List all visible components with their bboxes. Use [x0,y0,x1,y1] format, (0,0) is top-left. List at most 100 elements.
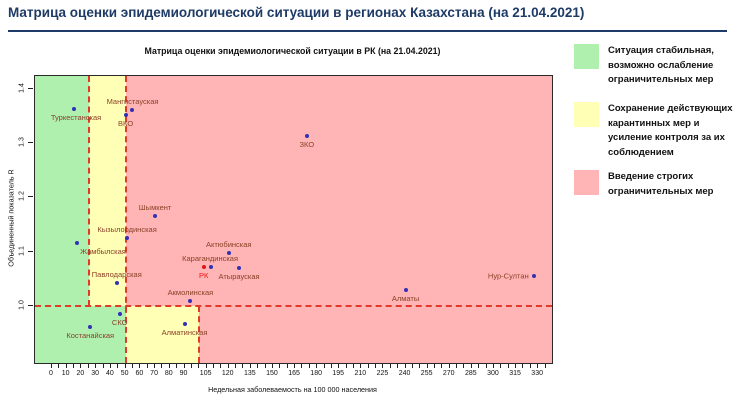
point-label: Атырауская [218,272,260,282]
x-tick [419,364,421,368]
x-tick-label: 10 [61,370,70,377]
x-tick-label: 105 [199,370,212,377]
point-label: Алматинская [161,327,208,337]
data-point [188,299,193,304]
y-tick [28,304,33,306]
x-tick [389,364,391,368]
x-tick [529,364,531,368]
x-tick [286,364,288,368]
x-tick [213,364,214,368]
x-tick [168,364,170,368]
legend-line: Сохранение действующих [608,103,733,114]
data-point [182,321,187,326]
y-tick [28,250,33,252]
data-point [153,214,158,219]
x-tick [515,364,517,368]
x-tick [360,364,362,368]
x-tick [434,364,436,368]
x-tick [235,364,237,368]
x-tick [345,364,347,368]
y-tick [28,87,33,89]
x-tick-label: 195 [332,370,345,377]
data-point [403,288,408,293]
zone-yellow [125,305,200,363]
legend-text-pink: Введение строгих ограничительных мер [608,170,713,199]
y-tick-label: 1.1 [18,245,26,256]
x-tick [227,364,229,368]
x-tick-label: 270 [442,370,455,377]
x-tick [279,364,281,368]
point-label: Павлодарская [91,270,142,280]
x-tick [500,364,502,368]
x-tick-label: 150 [266,370,278,377]
x-axis-label: Недельная заболеваемость на 100 000 насе… [208,385,377,394]
page-title: Матрица оценки эпидемиологической ситуац… [8,5,585,20]
data-point [88,325,93,330]
legend-line: Введение строгих [608,171,694,182]
x-tick [426,364,428,368]
x-tick-label: 255 [420,370,433,377]
zone-boundary-vertical [124,76,127,363]
x-tick [109,364,111,368]
x-tick [537,364,539,368]
legend-line: ограничительных мер [608,185,714,197]
x-tick [249,364,251,368]
x-tick-label: 90 [179,370,188,377]
point-label: Костанайская [66,331,115,341]
x-tick [367,364,369,368]
x-tick [271,364,273,368]
legend: Ситуация стабильная, возможно ослабление… [574,0,740,413]
x-tick [50,364,52,368]
y-tick [28,141,33,143]
data-point [74,240,79,245]
data-point [209,265,214,270]
x-tick [264,364,266,368]
x-tick-label: 70 [150,370,158,377]
x-tick [58,364,60,368]
legend-line: усиление контроля за их [608,132,725,143]
point-label: Жамбылская [80,246,126,256]
x-tick [102,364,104,368]
x-tick-label: 330 [531,370,543,377]
zone-pink [125,76,552,306]
x-tick-label: 285 [465,370,477,377]
plot-area: Туркестанская Мангистауская ВКО ЗКО Шымкент К… [34,75,553,364]
legend-line: соблюдением [608,146,674,158]
x-tick [294,364,296,368]
y-tick-label: 1.4 [18,82,26,93]
x-tick [154,364,156,368]
x-tick [375,364,377,368]
point-label: Акмолинская [167,288,214,298]
x-tick-label: 50 [120,370,129,377]
legend-item-yellow: Сохранение действующих карантинных мер и… [574,102,733,160]
x-tick [448,364,450,368]
x-tick-label: 210 [354,370,367,377]
x-tick-label: 20 [76,370,85,377]
x-tick [456,364,458,368]
x-tick [485,364,487,368]
legend-line: возможно ослабление [608,59,714,71]
x-tick-label: 120 [221,370,234,377]
point-label: СКО [111,318,128,328]
x-tick [80,364,82,368]
legend-swatch-pink [574,170,599,195]
y-tick-label: 1.3 [18,136,26,147]
x-tick [301,364,303,368]
point-label: Нур-Султан [487,271,529,281]
x-tick [124,364,126,368]
x-tick [95,364,97,368]
x-tick [382,364,384,368]
legend-item-green: Ситуация стабильная, возможно ослабление… [574,44,714,88]
data-point [72,106,77,111]
r-threshold-line [35,304,552,307]
title-underline [8,30,727,32]
x-tick [507,364,509,368]
legend-swatch-yellow [574,102,599,127]
x-tick [146,364,148,368]
x-tick [441,364,443,368]
data-point [237,266,242,271]
legend-item-pink: Введение строгих ограничительных мер [574,170,713,199]
point-label: ВКО [118,119,134,129]
x-tick-label: 80 [164,370,173,377]
x-tick-label: 165 [288,370,300,377]
